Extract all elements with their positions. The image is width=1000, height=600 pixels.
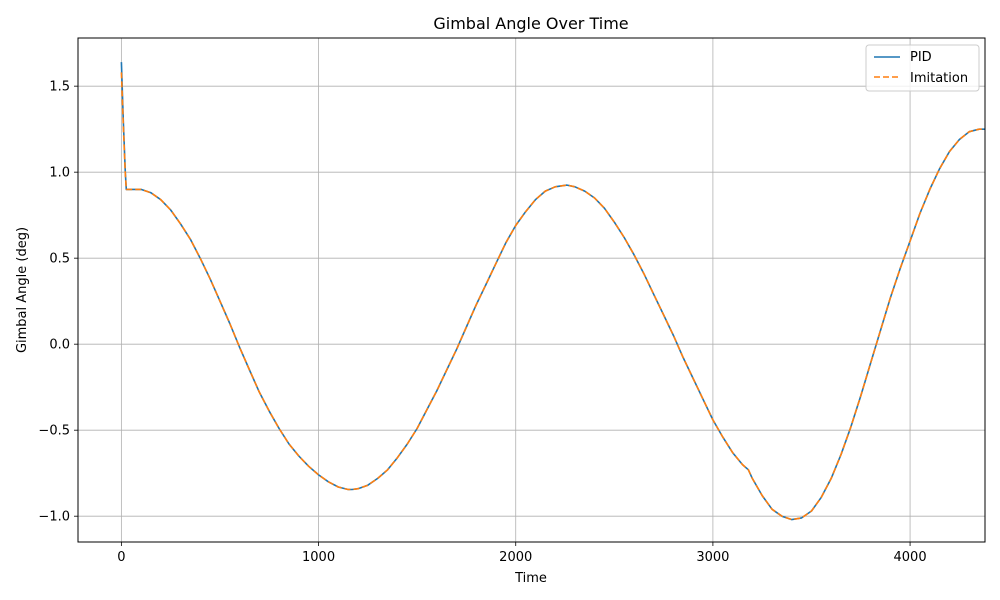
y-tick-label: 0.0 (49, 338, 70, 353)
grid-lines (78, 38, 985, 542)
y-tick-label: 1.0 (49, 166, 70, 181)
y-tick-label: −1.0 (38, 510, 70, 525)
x-tick-label: 3000 (696, 550, 729, 565)
legend-label-imitation: Imitation (910, 71, 968, 86)
x-axis-label: Time (514, 571, 547, 586)
plot-area-frame (77, 37, 986, 543)
x-tick-label: 1000 (302, 550, 335, 565)
y-tick-label: −0.5 (38, 424, 70, 439)
y-axis-label: Gimbal Angle (deg) (15, 227, 30, 353)
y-axis-ticks: −1.0 −0.5 0.0 0.5 1.0 1.5 (38, 80, 78, 525)
y-tick-label: 0.5 (49, 252, 70, 267)
chart-title: Gimbal Angle Over Time (433, 14, 628, 33)
x-tick-label: 0 (117, 550, 125, 565)
legend: PID Imitation (865, 44, 980, 92)
x-tick-label: 4000 (894, 550, 927, 565)
series-lines (120, 62, 985, 521)
x-tick-label: 2000 (499, 550, 532, 565)
legend-label-pid: PID (910, 50, 932, 65)
y-tick-label: 1.5 (49, 80, 70, 95)
x-axis-ticks: 0 1000 2000 3000 4000 (117, 542, 927, 565)
series-line-imitation (120, 72, 985, 521)
